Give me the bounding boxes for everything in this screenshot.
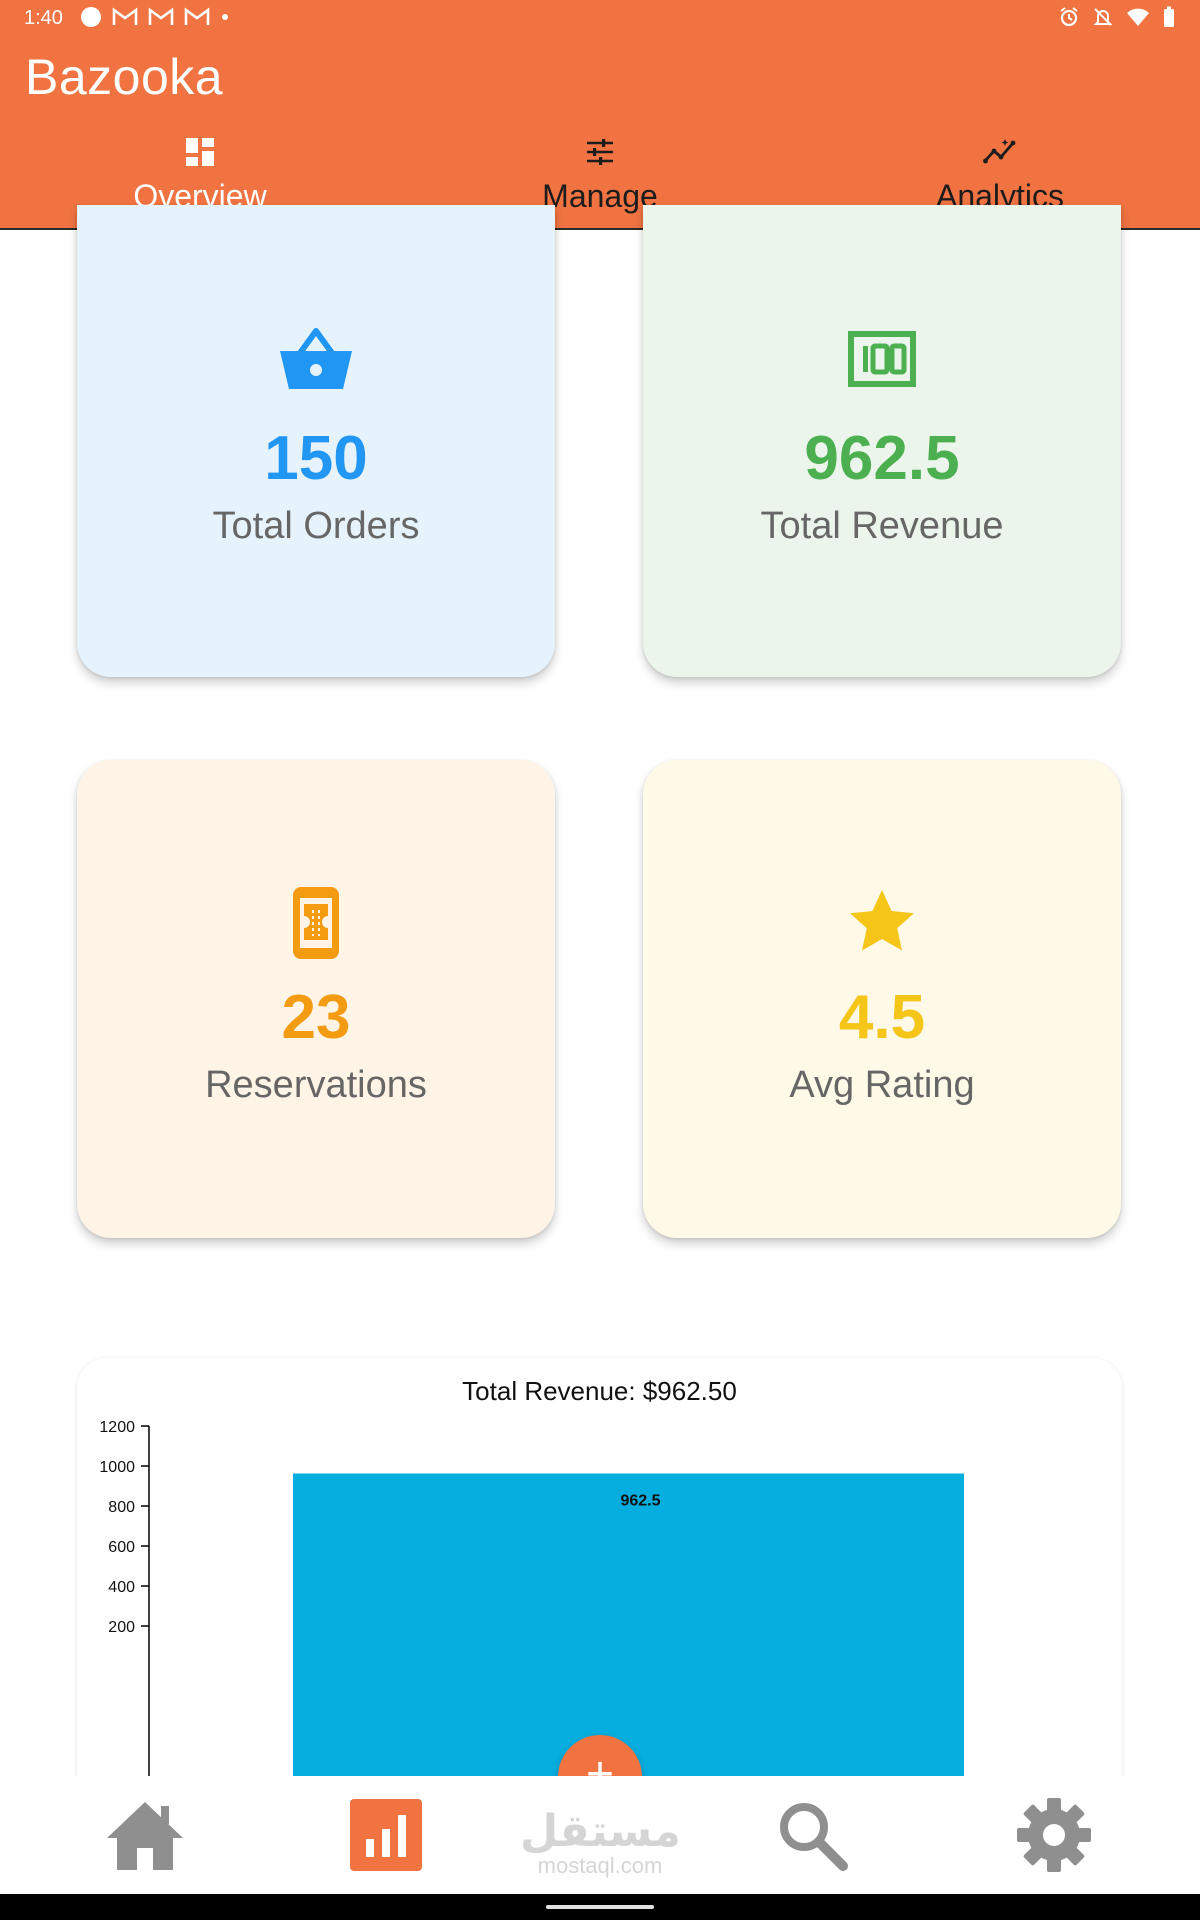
y-tick-label: 600 bbox=[108, 1539, 135, 1556]
nav-home[interactable] bbox=[85, 1776, 205, 1894]
stat-card-total-orders[interactable]: 150 Total Orders bbox=[77, 205, 555, 677]
stat-card-reservations[interactable]: 23 Reservations bbox=[77, 760, 555, 1238]
wifi-icon bbox=[1127, 8, 1149, 26]
total-revenue-label: Total Revenue bbox=[760, 505, 1004, 547]
tune-icon bbox=[587, 139, 613, 165]
nav-dashboard[interactable] bbox=[326, 1776, 446, 1894]
gmail-icon bbox=[112, 7, 138, 25]
bottom-navigation bbox=[0, 1776, 1200, 1894]
chart-title: Total Revenue: $962.50 bbox=[462, 1376, 737, 1406]
battery-icon bbox=[1164, 6, 1174, 27]
revenue-bar-chart: 200 400 600 800 1000 1200 962.5 bbox=[99, 1419, 964, 1778]
circle-icon bbox=[81, 7, 101, 27]
avg-rating-value: 4.5 bbox=[838, 983, 926, 1052]
reservations-value: 23 bbox=[281, 983, 351, 1052]
y-tick-label: 400 bbox=[108, 1579, 135, 1596]
search-icon bbox=[780, 1803, 848, 1871]
home-gesture-handle[interactable] bbox=[546, 1905, 654, 1909]
total-orders-label: Total Orders bbox=[212, 505, 420, 547]
home-icon bbox=[107, 1802, 183, 1870]
dot-icon bbox=[222, 14, 228, 20]
y-tick-label: 800 bbox=[108, 1499, 135, 1516]
app-bar: 1:40 Bazooka Overvie bbox=[0, 0, 1200, 230]
money-icon bbox=[848, 331, 916, 387]
avg-rating-label: Avg Rating bbox=[789, 1064, 975, 1106]
system-nav-bar bbox=[0, 1894, 1200, 1920]
y-tick-label: 1200 bbox=[99, 1419, 135, 1436]
gear-icon bbox=[1017, 1798, 1091, 1872]
bar-data-label: 962.5 bbox=[620, 1493, 660, 1510]
app-title: Bazooka bbox=[25, 49, 224, 105]
watermark: مستقل mostaql.com bbox=[520, 1806, 681, 1878]
watermark-latin: mostaql.com bbox=[537, 1853, 663, 1878]
status-bar: 1:40 bbox=[0, 0, 1200, 36]
nav-settings[interactable] bbox=[994, 1776, 1114, 1894]
alarm-icon bbox=[1060, 7, 1078, 27]
nav-search[interactable] bbox=[752, 1776, 872, 1894]
bar-chart-icon bbox=[350, 1799, 422, 1871]
status-time: 1:40 bbox=[24, 7, 63, 29]
dashboard-icon bbox=[186, 138, 214, 166]
y-tick-label: 1000 bbox=[99, 1459, 135, 1476]
mute-icon bbox=[1093, 8, 1113, 26]
gmail-icon bbox=[148, 7, 174, 25]
star-icon bbox=[850, 890, 914, 951]
system-icons bbox=[1058, 6, 1176, 28]
insights-icon bbox=[983, 139, 1016, 164]
reservations-label: Reservations bbox=[205, 1064, 427, 1106]
stat-card-total-revenue[interactable]: 962.5 Total Revenue bbox=[643, 205, 1121, 677]
total-revenue-value: 962.5 bbox=[804, 424, 960, 493]
basket-icon bbox=[280, 328, 352, 389]
stat-card-avg-rating[interactable]: 4.5 Avg Rating bbox=[643, 760, 1121, 1238]
total-orders-value: 150 bbox=[264, 424, 368, 493]
watermark-arabic: مستقل bbox=[520, 1806, 681, 1857]
revenue-bar bbox=[293, 1473, 964, 1778]
tab-manage-label: Manage bbox=[542, 178, 658, 214]
notification-icons bbox=[80, 6, 230, 28]
tab-manage[interactable]: Manage bbox=[400, 132, 800, 228]
gmail-icon bbox=[184, 7, 210, 25]
revenue-chart-card: Total Revenue: $962.50 200 400 600 800 1000 1… bbox=[77, 1358, 1122, 1778]
y-tick-label: 200 bbox=[108, 1619, 135, 1636]
ticket-icon bbox=[293, 887, 339, 959]
